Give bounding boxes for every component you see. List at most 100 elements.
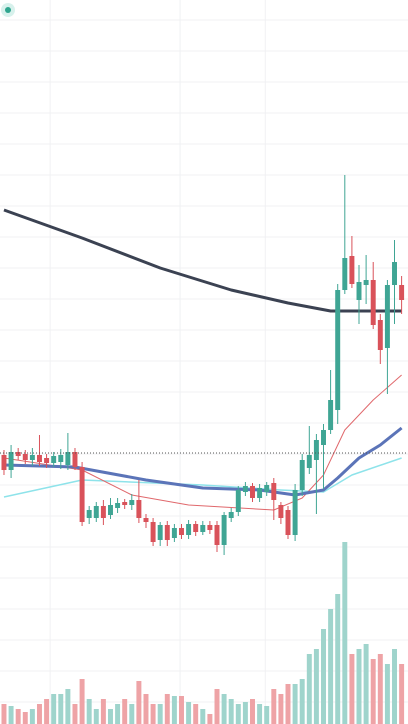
- candle-body: [242, 486, 248, 492]
- candle-body: [250, 486, 255, 498]
- candle-body: [384, 285, 390, 348]
- candle-body: [15, 452, 21, 456]
- volume-bar: [399, 664, 405, 724]
- volume-bar: [228, 699, 234, 724]
- volume-bar: [278, 694, 284, 724]
- volume-bar: [179, 696, 184, 724]
- volume-bar: [164, 694, 170, 724]
- candle-body: [86, 510, 92, 518]
- volume-bar: [214, 689, 220, 724]
- volume-bar: [384, 664, 390, 724]
- volume-bar: [100, 699, 106, 724]
- volume-bar: [200, 709, 206, 724]
- volume-bar: [285, 684, 291, 724]
- volume-bar: [171, 696, 177, 724]
- volume-bar: [29, 709, 35, 724]
- moving-average-line: [3, 374, 402, 511]
- candle-body: [164, 525, 170, 540]
- candle-body: [171, 528, 177, 538]
- candle-body: [79, 467, 85, 522]
- candle-body: [186, 524, 192, 535]
- candle-body: [1, 455, 7, 470]
- volume-bar: [221, 694, 227, 724]
- candle-body: [363, 280, 369, 285]
- volume-bar: [108, 709, 113, 724]
- volume-bar: [51, 694, 57, 724]
- volume-bar: [93, 709, 99, 724]
- volume-bar: [15, 709, 21, 724]
- candle-body: [193, 524, 199, 532]
- volume-bar: [129, 704, 135, 724]
- volume-bar: [363, 644, 369, 724]
- volume-bar: [1, 704, 7, 724]
- moving-average-line: [3, 457, 402, 498]
- volume-bar: [143, 694, 149, 724]
- candle-body: [72, 452, 78, 467]
- volume-bar: [150, 704, 156, 724]
- volume-bar: [8, 706, 14, 724]
- candle-body: [157, 525, 163, 540]
- candle-body: [356, 282, 362, 300]
- candle-body: [257, 488, 263, 498]
- candle-body: [392, 262, 397, 285]
- candle-body: [200, 525, 206, 532]
- candle-body: [292, 490, 298, 535]
- candle-body: [129, 500, 135, 505]
- volume-bar: [342, 542, 348, 724]
- candle-body: [100, 506, 106, 518]
- volume-bar: [250, 699, 255, 724]
- volume-bar: [44, 699, 50, 724]
- candle-body: [179, 528, 184, 535]
- volume-bar: [299, 679, 305, 724]
- volume-bar: [235, 704, 241, 724]
- volume-bar: [193, 704, 199, 724]
- candle-body: [36, 455, 42, 462]
- volume-bar: [207, 714, 213, 724]
- volume-bar: [356, 649, 362, 724]
- volume-bar: [292, 684, 298, 724]
- candle-body: [143, 518, 149, 522]
- volume-bar: [328, 609, 334, 724]
- candle-body: [228, 512, 234, 518]
- volume-bar: [370, 659, 376, 724]
- candle-body: [313, 440, 319, 460]
- volume-bar: [58, 694, 64, 724]
- candle-body: [136, 500, 142, 518]
- status-dot: [5, 7, 11, 13]
- volume-bar: [186, 702, 192, 724]
- volume-bar: [65, 689, 71, 724]
- volume-bar: [242, 702, 248, 724]
- volume-bar: [321, 629, 326, 724]
- volume-bar: [271, 689, 277, 724]
- volume-bar: [86, 699, 92, 724]
- candle-body: [349, 256, 355, 284]
- candle-body: [29, 455, 35, 460]
- volume-bar: [122, 699, 128, 724]
- candle-body: [306, 455, 312, 468]
- volume-bar: [22, 712, 28, 724]
- candle-body: [342, 258, 348, 290]
- candle-body: [271, 483, 277, 500]
- candle-body: [108, 505, 113, 515]
- candle-body: [122, 502, 128, 505]
- candle-body: [115, 503, 121, 508]
- volume-bar: [349, 654, 355, 724]
- volume-bar: [157, 704, 163, 724]
- volume-bar: [335, 594, 341, 724]
- volume-bar: [36, 704, 42, 724]
- volume-bar: [257, 704, 263, 724]
- candle-body: [214, 525, 220, 545]
- candle-body: [377, 320, 383, 350]
- candle-body: [8, 452, 14, 470]
- candle-body: [150, 522, 156, 542]
- candle-body: [285, 510, 291, 535]
- candle-body: [335, 290, 341, 410]
- volume-bar: [79, 679, 85, 724]
- candle-body: [221, 515, 227, 545]
- candle-body: [22, 454, 28, 460]
- volume-bar: [264, 706, 270, 724]
- volume-bar: [136, 681, 142, 724]
- volume-bar: [377, 654, 383, 724]
- candle-body: [58, 455, 64, 462]
